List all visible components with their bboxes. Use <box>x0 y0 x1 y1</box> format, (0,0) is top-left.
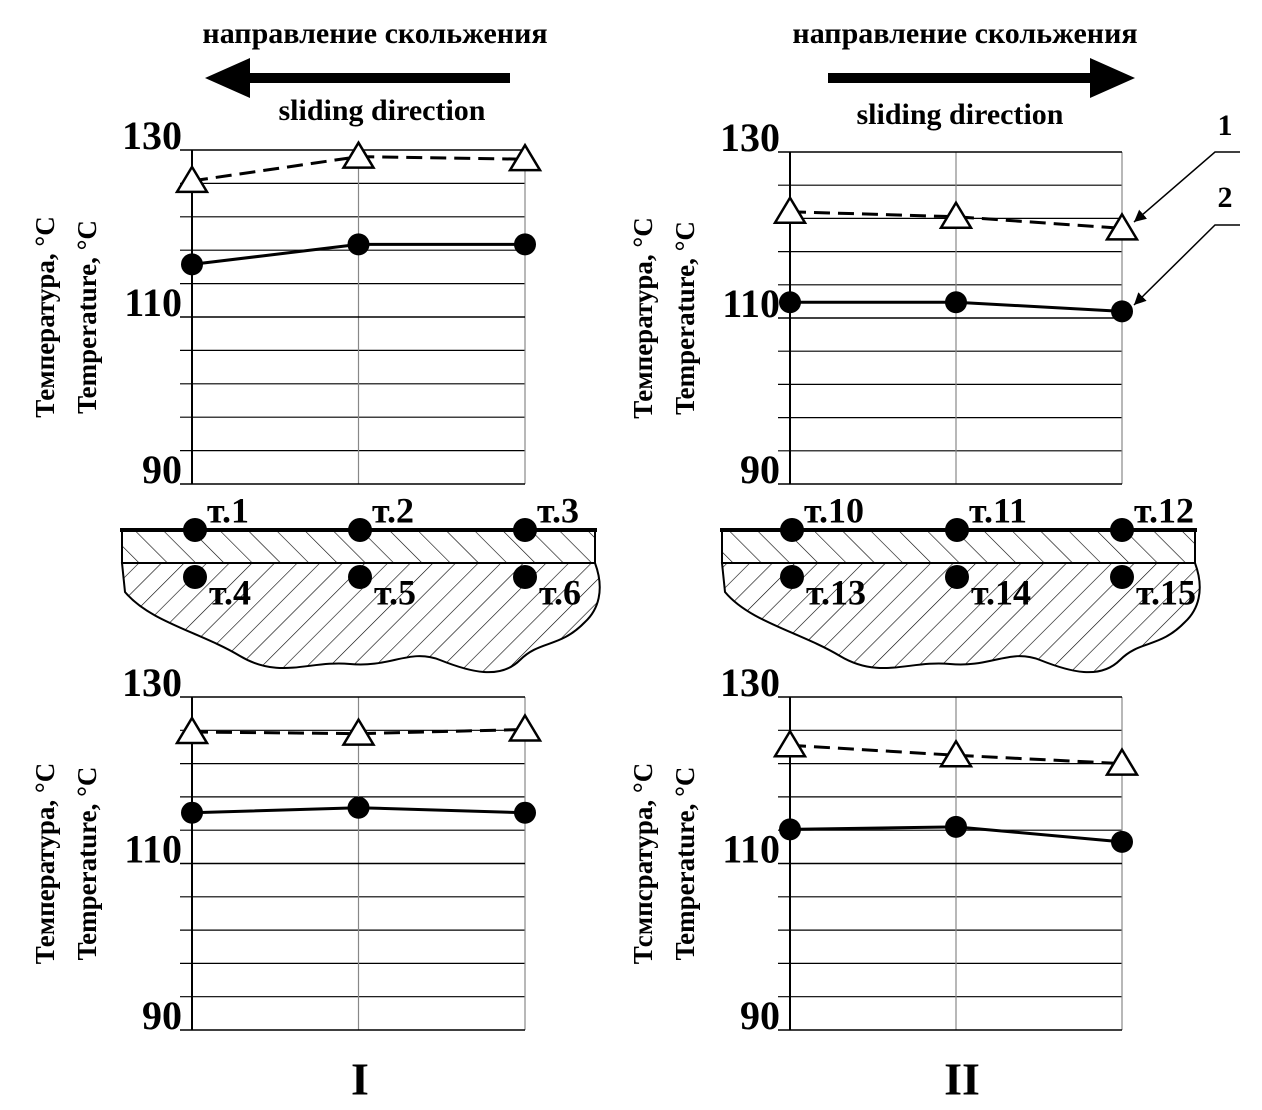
sensor-point <box>1110 518 1134 542</box>
sensor-point <box>348 565 372 589</box>
series-line <box>789 210 1123 230</box>
panel-label: II <box>944 1054 980 1105</box>
triangle-marker <box>772 195 808 225</box>
sensor-point <box>513 565 537 589</box>
triangle-marker <box>174 715 210 745</box>
series-line <box>789 743 1123 766</box>
annotation-arrow <box>1133 224 1240 306</box>
y-tick-label: 110 <box>124 280 182 325</box>
sensor-point <box>1110 565 1134 589</box>
point-label: т.5 <box>374 572 416 612</box>
circle-marker <box>779 291 801 314</box>
direction-ru: направление скольжения <box>792 17 1137 50</box>
point-label: т.14 <box>971 572 1031 612</box>
triangle-marker <box>1104 747 1140 776</box>
point-label: т.3 <box>537 490 579 530</box>
sensor-point <box>780 518 804 542</box>
point-label: т.13 <box>806 572 866 612</box>
circle-marker <box>779 818 801 841</box>
y-axis-label: Temperature, °C <box>670 221 700 415</box>
annotation-arrow <box>1133 151 1240 223</box>
y-tick-label: 110 <box>722 281 780 326</box>
triangle-marker <box>507 713 543 742</box>
y-tick-label: 90 <box>740 447 780 492</box>
circle-marker <box>1111 300 1133 323</box>
sensor-point <box>945 518 969 542</box>
point-label: т.15 <box>1136 572 1196 612</box>
y-tick-label: 130 <box>720 115 780 160</box>
panel-label: I <box>351 1054 369 1105</box>
y-tick-label: 130 <box>122 660 182 705</box>
y-tick-label: 110 <box>722 827 780 872</box>
circle-marker <box>514 233 536 256</box>
circle-marker <box>181 801 203 824</box>
point-label: т.10 <box>804 490 864 530</box>
triangle-marker <box>938 738 974 768</box>
triangle-marker <box>341 140 376 169</box>
cross-section <box>120 528 1201 674</box>
circle-marker <box>347 233 370 256</box>
y-tick-label: 130 <box>720 660 780 705</box>
series-line <box>191 727 526 736</box>
y-tick-label: 90 <box>740 993 780 1038</box>
point-label: т.4 <box>209 572 251 612</box>
annotation: 1 <box>1218 109 1233 142</box>
y-tick-label: 90 <box>142 447 182 492</box>
triangle-marker <box>772 728 808 758</box>
circle-marker <box>1111 830 1133 853</box>
triangle-marker <box>1104 211 1140 241</box>
y-axis-label: Temperature, °C <box>72 220 102 414</box>
sensor-point <box>183 518 207 542</box>
circle-marker <box>945 291 967 314</box>
triangle-marker <box>938 200 974 229</box>
circle-marker <box>514 801 536 824</box>
triangle-marker <box>341 717 376 746</box>
y-tick-label: 90 <box>142 993 182 1038</box>
sensor-point <box>183 565 207 589</box>
triangle-marker <box>174 164 210 194</box>
sensor-point <box>513 518 537 542</box>
point-label: т.11 <box>969 490 1027 530</box>
circle-marker <box>347 796 370 819</box>
direction-ru: направление скольжения <box>202 17 547 50</box>
arrow-head <box>1090 58 1135 98</box>
sensor-point <box>945 565 969 589</box>
circle-marker <box>945 815 967 838</box>
y-axis-label: Температура, °C <box>30 216 60 417</box>
y-tick-label: 130 <box>122 113 182 158</box>
point-label: т.2 <box>372 490 414 530</box>
sensor-point <box>780 565 804 589</box>
triangle-marker <box>507 142 543 172</box>
y-axis-label: Температура, °C <box>628 217 658 418</box>
arrow-head <box>205 58 250 98</box>
direction-en: sliding direction <box>279 94 486 127</box>
point-label: т.1 <box>207 490 249 530</box>
y-axis-label: Temperature, °C <box>72 767 102 961</box>
y-axis-label: Temperature, °C <box>670 767 700 961</box>
circle-marker <box>181 253 203 276</box>
point-label: т.12 <box>1134 490 1194 530</box>
y-tick-label: 110 <box>124 827 182 872</box>
y-axis-label: Температура, °C <box>30 763 60 964</box>
point-label: т.6 <box>539 572 581 612</box>
direction-en: sliding direction <box>857 98 1064 131</box>
y-axis-label: Тсмпсратура, °C <box>628 763 658 964</box>
annotation: 2 <box>1218 181 1233 214</box>
sensor-point <box>348 518 372 542</box>
